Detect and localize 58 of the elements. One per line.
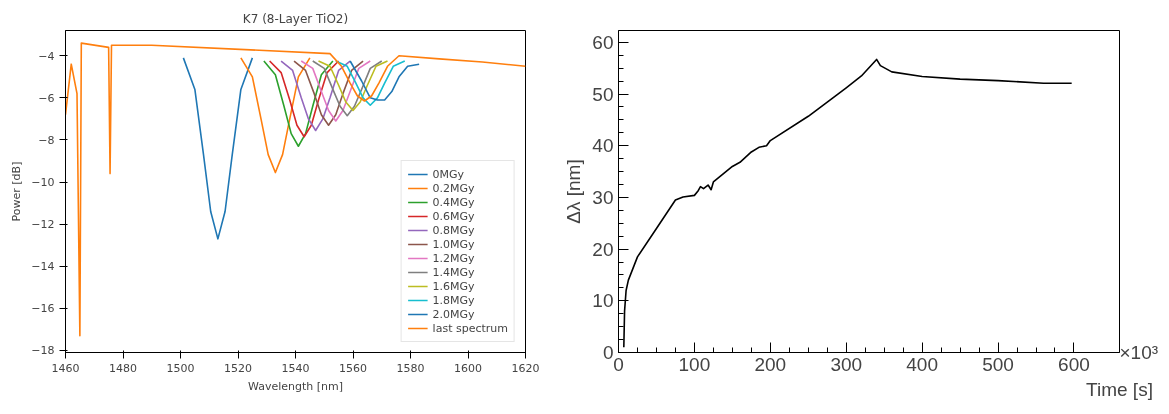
legend-label: 0.6MGy (432, 209, 475, 223)
x-tick-label: 500 (982, 353, 1014, 375)
line-series (311, 60, 383, 117)
legend-label: last spectrum (432, 321, 508, 335)
y-tick-label: −6 (38, 91, 55, 105)
y-axis-title: Power [dB] (10, 161, 24, 222)
legend-label: 1.8MGy (432, 293, 475, 307)
y-tick-label: 30 (592, 186, 614, 208)
x-tick-label: 200 (754, 353, 787, 375)
x-tick-label: 600 (1058, 353, 1090, 375)
legend-label: 0.2MGy (432, 181, 475, 195)
line-series (280, 60, 351, 132)
x-axis-title: Wavelength [nm] (247, 379, 344, 393)
x-tick-label: 1460 (51, 361, 80, 375)
x-tick-label: 300 (830, 353, 863, 375)
y-tick-label: 20 (592, 238, 614, 260)
y-tick-label: 60 (592, 31, 614, 53)
y-tick-label: 10 (592, 290, 614, 312)
x-tick-label: 1560 (339, 361, 367, 375)
line-series (240, 57, 311, 174)
legend-label: 1.6MGy (432, 279, 475, 293)
y-tick-label: −14 (31, 260, 55, 274)
line-series (300, 60, 372, 122)
line-series (268, 60, 340, 138)
y-axis-title: Δλ [nm] (563, 159, 585, 224)
line-series (317, 60, 389, 112)
x-tick-label: 1580 (396, 361, 425, 375)
legend-label: 2.0MGy (432, 307, 475, 321)
y-tick-label: −10 (31, 176, 55, 190)
x-tick-label: 1540 (281, 361, 310, 375)
legend-label: 1.4MGy (432, 265, 475, 279)
legend-label: 0.8MGy (432, 223, 475, 237)
line-series (65, 42, 526, 337)
x-tick-label: 1620 (511, 361, 540, 375)
line-series (349, 60, 420, 101)
x-tick-label: 1500 (166, 361, 195, 375)
y-tick-label: −8 (38, 133, 55, 147)
legend-label: 1.2MGy (432, 251, 475, 265)
legend-label: 0MGy (432, 167, 465, 181)
y-tick-label: −16 (31, 302, 55, 316)
x-tick-label: 1520 (224, 361, 252, 375)
legend-label: 1.0MGy (432, 237, 475, 251)
y-tick-label: 50 (592, 83, 614, 105)
x-tick-label: 1600 (454, 361, 482, 375)
x-tick-label: 100 (678, 353, 711, 375)
legend-label: 0.4MGy (432, 195, 475, 209)
chart-title: K7 (8-Layer TiO2) (242, 11, 349, 26)
line-series (182, 57, 254, 240)
line-series (293, 60, 364, 127)
y-tick-label: −18 (31, 344, 55, 358)
line-series (263, 60, 334, 148)
x-axis-title: Time [s] (1086, 378, 1153, 400)
y-tick-label: −4 (38, 49, 55, 63)
x-tick-label: 1480 (109, 361, 137, 375)
y-tick-label: −12 (31, 218, 55, 232)
x-tick-label: 400 (906, 353, 938, 375)
annotation: ×10³ (1119, 342, 1159, 363)
y-tick-label: 40 (592, 135, 614, 157)
